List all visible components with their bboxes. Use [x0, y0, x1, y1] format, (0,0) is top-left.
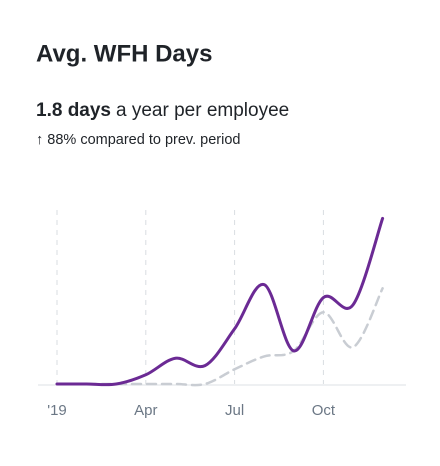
x-tick-label: Apr — [134, 402, 157, 419]
line-series — [55, 287, 384, 387]
line-series — [55, 216, 385, 387]
comparison: ↑ 88% compared to prev. period — [36, 132, 240, 148]
x-tick-label: Jul — [225, 402, 244, 419]
headline: 1.8 days a year per employee — [36, 100, 289, 121]
headline-text: a year per employee — [116, 100, 289, 121]
headline-value: 1.8 days — [36, 100, 111, 121]
x-tick-label: '19 — [47, 402, 67, 419]
x-tick-label: Oct — [312, 402, 336, 419]
card-title: Avg. WFH Days — [36, 40, 212, 67]
